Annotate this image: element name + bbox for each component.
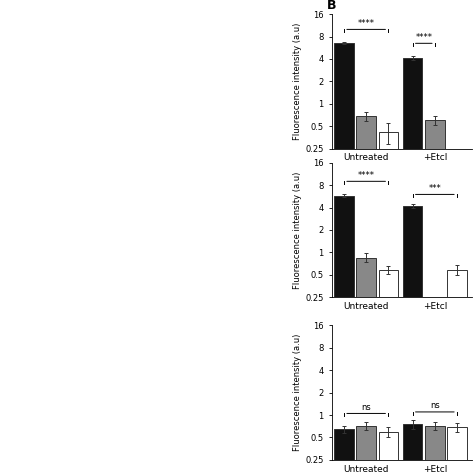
- Y-axis label: Fluorescence intensity (a.u): Fluorescence intensity (a.u): [293, 171, 302, 289]
- Bar: [379, 431, 398, 474]
- Bar: [403, 424, 422, 474]
- Bar: [379, 132, 398, 474]
- Text: B: B: [327, 0, 337, 12]
- Text: ****: ****: [358, 171, 374, 180]
- Bar: [334, 43, 354, 474]
- Bar: [403, 58, 422, 474]
- Text: ***: ***: [428, 184, 441, 193]
- Bar: [447, 428, 466, 474]
- Text: ****: ****: [415, 33, 432, 42]
- Text: ns: ns: [361, 403, 371, 412]
- Bar: [447, 270, 466, 474]
- Bar: [356, 116, 376, 474]
- Bar: [334, 195, 354, 474]
- Bar: [356, 426, 376, 474]
- Bar: [425, 120, 445, 474]
- Y-axis label: Fluorescence intensity (a.u): Fluorescence intensity (a.u): [293, 334, 302, 451]
- Bar: [425, 426, 445, 474]
- Bar: [403, 206, 422, 474]
- Text: ns: ns: [430, 401, 440, 410]
- Y-axis label: Fluorescence intensity (a.u): Fluorescence intensity (a.u): [293, 23, 302, 140]
- Bar: [334, 429, 354, 474]
- Text: ****: ****: [358, 19, 374, 28]
- Bar: [379, 270, 398, 474]
- Bar: [356, 257, 376, 474]
